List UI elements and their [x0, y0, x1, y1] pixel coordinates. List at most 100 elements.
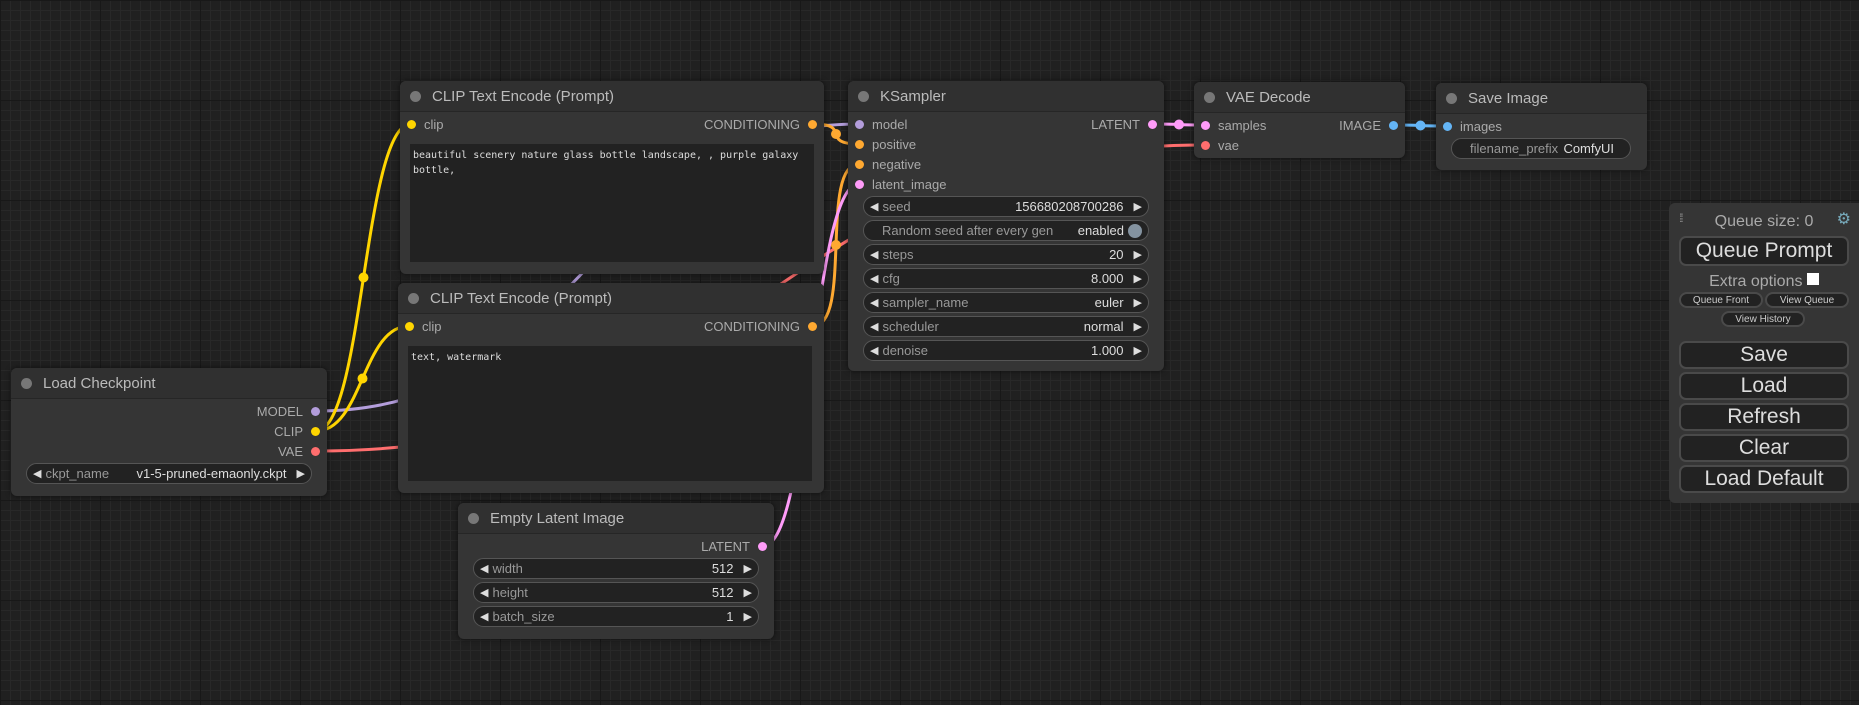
node-title[interactable]: Save Image [1436, 83, 1647, 114]
decrement-arrow-icon[interactable]: ◀ [480, 611, 489, 623]
input-slot-model[interactable]: model [855, 114, 907, 134]
slot-pin-icon[interactable] [1443, 121, 1452, 131]
slot-pin-icon[interactable] [1148, 119, 1157, 129]
widget-value[interactable]: 8.000 [1090, 271, 1124, 286]
node-ksampler[interactable]: KSampler model positive negative latent_imag… [848, 81, 1164, 371]
link-midpoint-handle[interactable] [831, 240, 841, 250]
collapse-dot-icon[interactable] [410, 90, 421, 102]
increment-arrow-icon[interactable]: ▶ [1133, 297, 1142, 309]
widget-value[interactable]: v1-5-pruned-emaonly.ckpt [136, 466, 287, 481]
widget-batch_size[interactable]: ◀ batch_size 1 ▶ [473, 606, 759, 627]
widget-random-seed-after-every-gen[interactable]: Random seed after every gen enabled [863, 220, 1149, 241]
output-slot-image[interactable]: IMAGE [1339, 115, 1398, 135]
widget-value[interactable]: 20 [1109, 247, 1124, 262]
widget-value[interactable]: 1.000 [1090, 343, 1124, 358]
collapse-dot-icon[interactable] [468, 512, 479, 524]
collapse-dot-icon[interactable] [21, 377, 32, 389]
input-slot-clip[interactable]: clip [407, 114, 444, 134]
decrement-arrow-icon[interactable]: ◀ [870, 249, 879, 261]
widget-sampler_name[interactable]: ◀ sampler_name euler ▶ [863, 292, 1149, 313]
increment-arrow-icon[interactable]: ▶ [743, 587, 752, 599]
slot-pin-icon[interactable] [855, 119, 864, 129]
slot-pin-icon[interactable] [311, 426, 320, 436]
widget-denoise[interactable]: ◀ denoise 1.000 ▶ [863, 340, 1149, 361]
link-midpoint-handle[interactable] [1415, 120, 1426, 131]
collapse-dot-icon[interactable] [858, 90, 869, 102]
output-slot-latent[interactable]: LATENT [701, 536, 767, 556]
increment-arrow-icon[interactable]: ▶ [743, 611, 752, 623]
node-title[interactable]: Load Checkpoint [11, 368, 327, 399]
increment-arrow-icon[interactable]: ▶ [1133, 273, 1142, 285]
node-title[interactable]: CLIP Text Encode (Prompt) [398, 283, 824, 314]
widget-scheduler[interactable]: ◀ scheduler normal ▶ [863, 316, 1149, 337]
slot-pin-icon[interactable] [758, 541, 767, 551]
node-title[interactable]: CLIP Text Encode (Prompt) [400, 81, 824, 112]
collapse-dot-icon[interactable] [1204, 91, 1215, 103]
collapse-dot-icon[interactable] [1446, 92, 1457, 104]
slot-pin-icon[interactable] [1201, 120, 1210, 130]
input-slot-vae[interactable]: vae [1201, 135, 1239, 155]
node-latent[interactable]: Empty Latent Image LATENT ◀ width 512 ▶ ◀ heigh… [458, 503, 774, 639]
clear-button[interactable]: Clear [1679, 434, 1849, 462]
output-slot-clip[interactable]: CLIP [274, 421, 320, 441]
increment-arrow-icon[interactable]: ▶ [1133, 249, 1142, 261]
refresh-button[interactable]: Refresh [1679, 403, 1849, 431]
slot-pin-icon[interactable] [855, 139, 864, 149]
slot-pin-icon[interactable] [407, 119, 416, 129]
input-slot-clip[interactable]: clip [405, 316, 442, 336]
increment-arrow-icon[interactable]: ▶ [1133, 201, 1142, 213]
input-slot-latent_image[interactable]: latent_image [855, 174, 946, 194]
widget-ckpt_name[interactable]: ◀ ckpt_name v1-5-pruned-emaonly.ckpt ▶ [26, 463, 312, 484]
queue-front-button[interactable]: Queue Front [1679, 292, 1763, 308]
widget-width[interactable]: ◀ width 512 ▶ [473, 558, 759, 579]
prompt-textarea[interactable]: text, watermark [408, 346, 812, 481]
widget-value[interactable]: 512 [711, 585, 734, 600]
input-slot-samples[interactable]: samples [1201, 115, 1266, 135]
node-title[interactable]: KSampler [848, 81, 1164, 112]
slot-pin-icon[interactable] [855, 179, 864, 189]
widget-value[interactable]: normal [1083, 319, 1124, 334]
gear-icon[interactable]: ⚙ [1836, 211, 1851, 228]
slot-pin-icon[interactable] [855, 159, 864, 169]
node-vae[interactable]: VAE Decode samples vae IMAGE [1194, 82, 1405, 158]
decrement-arrow-icon[interactable]: ◀ [870, 345, 879, 357]
output-slot-conditioning[interactable]: CONDITIONING [704, 114, 817, 134]
link-midpoint-handle[interactable] [1174, 119, 1184, 130]
widget-value[interactable]: ComfyUI [1563, 141, 1614, 156]
increment-arrow-icon[interactable]: ▶ [296, 468, 305, 480]
widget-steps[interactable]: ◀ steps 20 ▶ [863, 244, 1149, 265]
output-slot-latent[interactable]: LATENT [1091, 114, 1157, 134]
link-midpoint-handle[interactable] [831, 129, 841, 140]
node-title[interactable]: VAE Decode [1194, 82, 1405, 113]
widget-value[interactable]: enabled [1077, 223, 1124, 238]
widget-filename_prefix[interactable]: filename_prefix ComfyUI [1451, 138, 1631, 159]
toggle-knob-icon[interactable] [1128, 223, 1142, 238]
node-title[interactable]: Empty Latent Image [458, 503, 774, 534]
widget-value[interactable]: 512 [711, 561, 734, 576]
decrement-arrow-icon[interactable]: ◀ [870, 321, 879, 333]
decrement-arrow-icon[interactable]: ◀ [870, 273, 879, 285]
node-clip2[interactable]: CLIP Text Encode (Prompt) clip CONDITIONIN… [398, 283, 824, 493]
input-slot-positive[interactable]: positive [855, 134, 916, 154]
widget-cfg[interactable]: ◀ cfg 8.000 ▶ [863, 268, 1149, 289]
output-slot-conditioning[interactable]: CONDITIONING [704, 316, 817, 336]
slot-pin-icon[interactable] [405, 321, 414, 331]
output-slot-model[interactable]: MODEL [257, 401, 320, 421]
prompt-textarea[interactable]: beautiful scenery nature glass bottle la… [410, 144, 814, 262]
extra-options-checkbox[interactable] [1806, 273, 1819, 285]
slot-pin-icon[interactable] [808, 119, 817, 129]
widget-value[interactable]: 1 [726, 609, 734, 624]
node-save[interactable]: Save Image images filename_prefix ComfyUI [1436, 83, 1647, 170]
increment-arrow-icon[interactable]: ▶ [1133, 345, 1142, 357]
output-slot-vae[interactable]: VAE [278, 441, 320, 461]
view-history-button[interactable]: View History [1721, 311, 1805, 327]
node-clip1[interactable]: CLIP Text Encode (Prompt) clip CONDITIONIN… [400, 81, 824, 274]
queue-prompt-button[interactable]: Queue Prompt [1679, 236, 1849, 266]
widget-seed[interactable]: ◀ seed 156680208700286 ▶ [863, 196, 1149, 217]
input-slot-negative[interactable]: negative [855, 154, 921, 174]
slot-pin-icon[interactable] [1201, 140, 1210, 150]
increment-arrow-icon[interactable]: ▶ [1133, 321, 1142, 333]
widget-value[interactable]: 156680208700286 [1015, 199, 1124, 214]
collapse-dot-icon[interactable] [408, 292, 419, 304]
link-midpoint-handle[interactable] [358, 272, 369, 283]
